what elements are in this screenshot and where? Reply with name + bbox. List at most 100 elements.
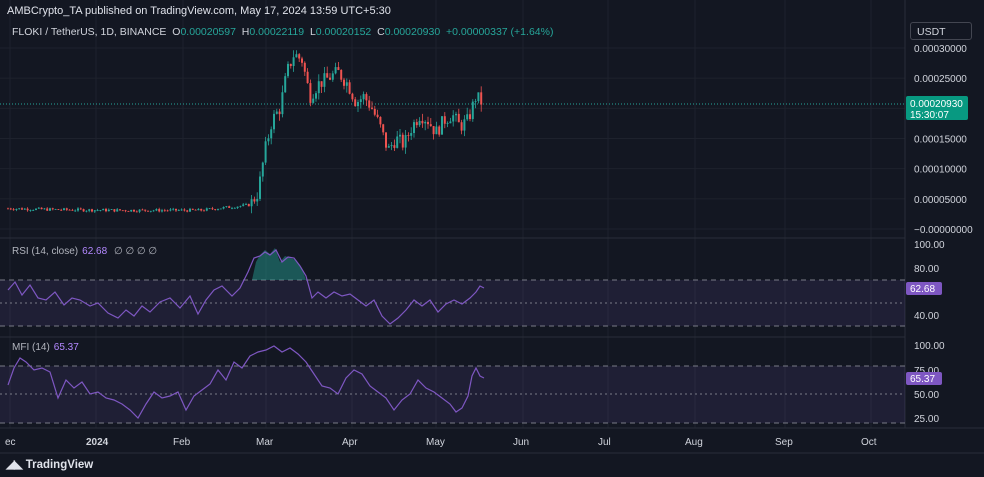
candle-body (323, 73, 326, 87)
candle-body (205, 208, 208, 211)
publisher-line: AMBCrypto_TA published on TradingView.co… (7, 5, 391, 17)
candle-body (477, 92, 480, 102)
candle-body (99, 210, 102, 211)
candle-body (130, 209, 133, 212)
candle-body (91, 209, 93, 212)
candle-body (376, 114, 379, 117)
candle-body (261, 162, 264, 177)
candle-body (331, 73, 334, 80)
currency-button[interactable]: USDT (910, 22, 972, 40)
candle-body (424, 121, 427, 124)
candle-body (158, 209, 161, 212)
price-tick-label: 0.00015000 (914, 135, 967, 146)
candle-body (250, 199, 253, 207)
candle-body (233, 207, 236, 209)
candle-body (127, 211, 130, 212)
candle-body (172, 208, 175, 210)
mfi-line[interactable] (7, 345, 485, 419)
time-tick-label: Jul (598, 437, 611, 448)
candle-body (449, 121, 452, 124)
candle-body (359, 99, 362, 103)
rsi-line[interactable] (7, 249, 485, 325)
candle-body (57, 209, 60, 210)
bar-countdown: 15:30:07 (910, 110, 949, 121)
mfi-badge-value: 65.37 (910, 374, 935, 385)
tradingview-brand: TradingView (25, 459, 94, 471)
candle-body (452, 115, 455, 122)
candle-body (169, 209, 172, 211)
candle-body (51, 208, 54, 210)
rsi-label[interactable]: RSI (14, close) (12, 246, 79, 257)
rsi-legend[interactable]: RSI (14, close) 62.68 ∅ ∅ ∅ ∅ (12, 246, 157, 257)
time-axis[interactable]: ec 2024 Feb Mar Apr May Jun Jul Aug Sep Oct (5, 437, 877, 448)
candle-body (253, 199, 256, 202)
candle-body (217, 209, 219, 210)
candle-body (197, 208, 200, 211)
candle-body (161, 210, 163, 212)
candle-body (315, 93, 317, 99)
candle-body (110, 209, 113, 211)
candle-body (163, 210, 166, 212)
candle-body (133, 209, 135, 212)
candle-body (65, 208, 68, 210)
mfi-value: 65.37 (53, 342, 79, 353)
candle-body (177, 210, 180, 211)
candle-body (175, 208, 177, 211)
candle-body (214, 209, 217, 211)
candle-body (460, 122, 463, 131)
symbol-name[interactable]: FLOKI / TetherUS, 1D, BINANCE (12, 26, 167, 38)
candle-body (18, 208, 21, 210)
candle-body (68, 209, 71, 211)
mfi-label[interactable]: MFI (14) (12, 342, 50, 353)
mfi-legend[interactable]: MFI (14) 65.37 (12, 342, 79, 353)
candle-body (480, 92, 483, 105)
time-tick-label: Sep (775, 437, 793, 448)
candle-body (340, 69, 343, 80)
close-value: 0.00020930 (384, 26, 441, 38)
time-tick-label: Apr (342, 437, 358, 448)
vertical-grid (9, 0, 872, 428)
candle-body (180, 209, 183, 211)
candle-body (116, 209, 119, 212)
candle-body (410, 133, 413, 136)
candle-body (149, 210, 152, 212)
candle-body (382, 124, 385, 133)
candle-body (457, 113, 460, 123)
candle-body (287, 63, 289, 77)
candle-body (102, 208, 105, 211)
candle-body (289, 63, 292, 67)
candle-body (40, 207, 43, 210)
time-tick-label: May (426, 437, 445, 448)
candle-body (390, 145, 393, 147)
rsi-tick-label: 100.00 (914, 240, 945, 251)
tradingview-logo[interactable]: ◢◣ TradingView (6, 457, 93, 471)
candle-body (231, 207, 233, 209)
candle-body (273, 113, 275, 130)
candle-body (438, 126, 441, 135)
candle-body (443, 116, 446, 124)
candle-body (455, 113, 457, 116)
candle-body (373, 108, 376, 115)
candle-body (469, 114, 471, 120)
candle-body (239, 205, 242, 207)
candlestick-series[interactable] (7, 50, 483, 214)
rsi-settings-icons[interactable]: ∅ ∅ ∅ ∅ (113, 246, 158, 257)
price-tick-label: 0.00010000 (914, 165, 967, 176)
time-tick-label: 2024 (86, 437, 109, 448)
candle-body (37, 207, 40, 209)
candle-body (228, 206, 231, 208)
candle-body (49, 208, 51, 211)
mfi-tick-label: 100.00 (914, 341, 945, 352)
price-tick-label: −0.00000000 (914, 225, 973, 236)
symbol-legend[interactable]: FLOKI / TetherUS, 1D, BINANCE O0.0002059… (12, 26, 553, 38)
candle-body (191, 208, 194, 210)
candle-body (407, 135, 410, 136)
candle-body (284, 76, 287, 93)
candle-body (320, 81, 323, 87)
candle-body (264, 141, 267, 163)
candle-body (211, 208, 214, 210)
candle-body (463, 119, 466, 131)
candle-body (138, 209, 141, 212)
candle-body (23, 208, 26, 210)
